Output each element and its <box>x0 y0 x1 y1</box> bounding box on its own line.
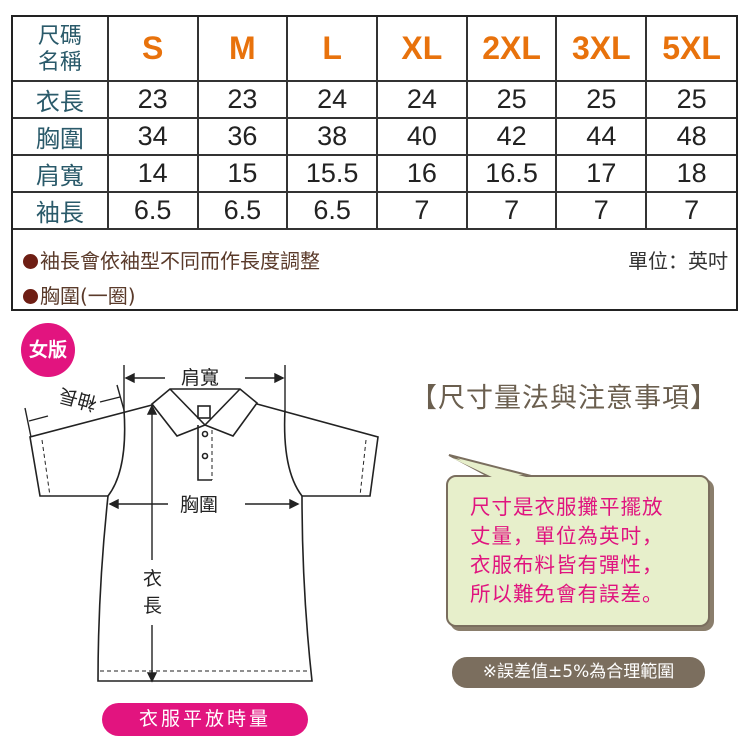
bullet-icon <box>23 289 38 304</box>
info-bubble: 尺寸是衣服攤平擺放 丈量，單位為英吋， 衣服布料皆有彈性， 所以難免會有誤差。 <box>446 475 710 627</box>
cell-value: 25 <box>465 80 558 119</box>
cell-value: 42 <box>465 117 558 156</box>
size-l: L <box>286 17 378 82</box>
cell-value: 7 <box>645 191 736 230</box>
unit-label: 單位：英吋 <box>628 249 728 273</box>
note-item: 胸圍(一圈) <box>23 280 320 309</box>
cell-value: 16.5 <box>465 154 558 193</box>
cell-value: 25 <box>555 80 648 119</box>
table-row: 胸圍 34 36 38 40 42 44 48 <box>13 117 736 156</box>
caption-pill: 衣服平放時量 <box>102 703 308 736</box>
cell-value: 7 <box>465 191 558 230</box>
cell-value: 25 <box>645 80 736 119</box>
cell-value: 14 <box>106 154 199 193</box>
row-label: 袖長 <box>13 191 109 230</box>
note-text: 胸圍(一圈) <box>40 284 136 308</box>
cell-value: 7 <box>555 191 648 230</box>
cell-value: 18 <box>645 154 736 193</box>
row-label: 衣長 <box>13 80 109 119</box>
size-2xl: 2XL <box>465 17 558 82</box>
cell-value: 15 <box>196 154 289 193</box>
table-row: 肩寬 14 15 15.5 16 16.5 17 18 <box>13 154 736 193</box>
cell-value: 44 <box>555 117 648 156</box>
size-table: 尺碼 名稱 S M L XL 2XL 3XL 5XL 衣長 23 23 24 24 25 25… <box>13 17 736 230</box>
bubble-line: 丈量，單位為英吋， <box>470 524 664 548</box>
measure-arrows <box>24 365 300 683</box>
size-5xl: 5XL <box>645 17 736 82</box>
cell-value: 6.5 <box>196 191 289 230</box>
bubble-line: 所以難免會有誤差。 <box>470 582 664 606</box>
cell-value: 16 <box>375 154 468 193</box>
cell-value: 40 <box>375 117 468 156</box>
size-chart: 尺碼 名稱 S M L XL 2XL 3XL 5XL 衣長 23 23 24 24 25 25… <box>11 15 738 311</box>
length-label-2: 長 <box>143 595 162 617</box>
header-label: 尺碼 名稱 <box>13 17 109 82</box>
cell-value: 15.5 <box>286 154 378 193</box>
tolerance-pill: ※誤差值±5%為合理範圍 <box>452 657 705 688</box>
cell-value: 23 <box>196 80 289 119</box>
row-label: 肩寬 <box>13 154 109 193</box>
cell-value: 6.5 <box>106 191 199 230</box>
cell-value: 36 <box>196 117 289 156</box>
womens-badge: 女版 <box>21 323 75 377</box>
cell-value: 23 <box>106 80 199 119</box>
notes: 袖長會依袖型不同而作長度調整 胸圍(一圈) <box>23 245 320 315</box>
length-label-1: 衣 <box>143 568 162 590</box>
size-s: S <box>106 17 199 82</box>
note-item: 袖長會依袖型不同而作長度調整 <box>23 245 320 274</box>
cell-value: 48 <box>645 117 736 156</box>
cell-value: 38 <box>286 117 378 156</box>
note-text: 袖長會依袖型不同而作長度調整 <box>40 249 320 273</box>
cell-value: 17 <box>555 154 648 193</box>
header-label-line: 尺碼 <box>37 23 82 49</box>
table-row: 衣長 23 23 24 24 25 25 25 <box>13 80 736 119</box>
cell-value: 24 <box>286 80 378 119</box>
shoulder-label: 肩寬 <box>181 367 219 389</box>
shirt-outline <box>29 388 379 682</box>
cell-value: 6.5 <box>286 191 378 230</box>
size-3xl: 3XL <box>555 17 648 82</box>
chest-label: 胸圍 <box>180 494 218 516</box>
header-label-line: 名稱 <box>37 48 82 74</box>
cell-value: 34 <box>106 117 199 156</box>
row-label: 胸圍 <box>13 117 109 156</box>
info-title: 【尺寸量法與注意事項】 <box>410 383 718 414</box>
size-m: M <box>196 17 289 82</box>
cell-value: 24 <box>375 80 468 119</box>
bubble-line: 尺寸是衣服攤平擺放 <box>470 495 664 519</box>
cell-value: 7 <box>375 191 468 230</box>
bubble-line: 衣服布料皆有彈性， <box>470 553 664 577</box>
header-row: 尺碼 名稱 S M L XL 2XL 3XL 5XL <box>13 17 736 82</box>
bullet-icon <box>23 254 38 269</box>
size-xl: XL <box>375 17 468 82</box>
table-row: 袖長 6.5 6.5 6.5 7 7 7 7 <box>13 191 736 230</box>
